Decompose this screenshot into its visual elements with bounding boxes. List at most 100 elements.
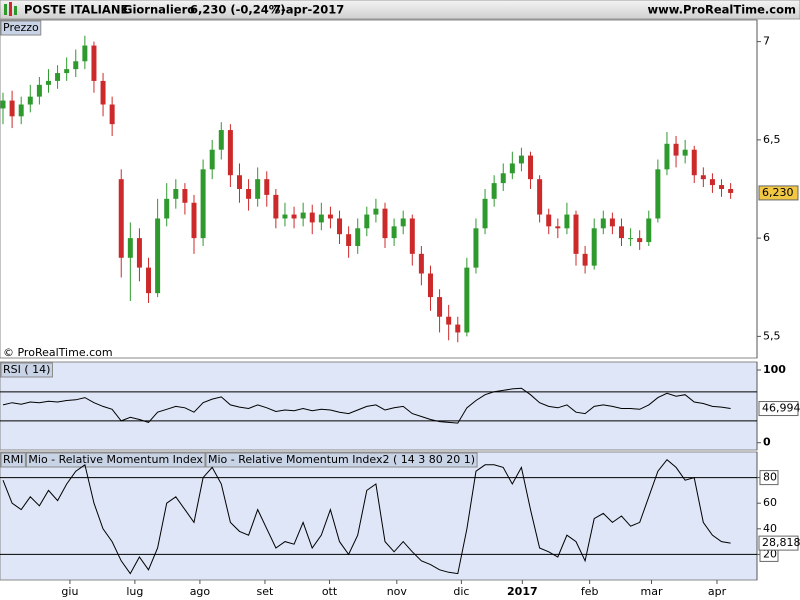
header-bar xyxy=(0,0,800,20)
x-tick-label: nov xyxy=(387,585,408,598)
candle-body xyxy=(400,218,406,227)
candle-body xyxy=(455,324,461,333)
candle-body xyxy=(509,163,515,174)
candle-body xyxy=(346,234,352,246)
candle-body xyxy=(573,214,579,254)
candle-body xyxy=(127,238,133,258)
candle-body xyxy=(491,183,497,199)
y-tick-label: 100 xyxy=(763,363,786,376)
candle-body xyxy=(528,155,534,180)
y-tick-label: 20 xyxy=(763,547,777,560)
x-tick-label: lug xyxy=(126,585,143,598)
candle-body xyxy=(673,143,679,156)
candle-body xyxy=(564,214,570,229)
x-tick-label: dic xyxy=(453,585,469,598)
candle-body xyxy=(136,238,142,268)
candle-body xyxy=(236,175,242,189)
candle-body xyxy=(555,226,561,229)
candle-body xyxy=(273,194,279,219)
candle-body xyxy=(64,69,70,74)
x-tick-label: ott xyxy=(322,585,338,598)
y-tick-label: 60 xyxy=(763,496,777,509)
candle-body xyxy=(73,61,79,70)
candle-body xyxy=(418,253,424,274)
candle-body xyxy=(100,80,106,105)
candle-body xyxy=(182,189,188,203)
candle-body xyxy=(27,96,33,105)
candle-body xyxy=(600,218,606,229)
last-value-label: 46,994 xyxy=(762,402,800,415)
candle-body xyxy=(409,218,415,254)
y-tick-label: 6 xyxy=(763,231,770,244)
panel-label: Mio - Relative Momentum Index xyxy=(28,453,203,466)
y-tick-label: 6,5 xyxy=(763,133,781,146)
candle-body xyxy=(155,218,161,294)
x-tick-label: set xyxy=(257,585,274,598)
panel-label: RSI ( 14) xyxy=(3,363,50,376)
candle-body xyxy=(655,169,661,219)
candle-body xyxy=(164,198,170,219)
last-value-label: 28,818 xyxy=(762,536,800,549)
y-tick-label: 80 xyxy=(763,471,777,484)
candle-body xyxy=(246,189,252,199)
panel-label-box xyxy=(0,20,42,36)
indicator-line xyxy=(2,458,731,575)
candle-body xyxy=(664,143,670,170)
app-icon xyxy=(4,2,17,16)
candle-body xyxy=(55,73,61,81)
panel-label-box xyxy=(0,362,53,378)
candle-body xyxy=(427,273,433,298)
last-value-box xyxy=(758,185,799,201)
x-tick-label: apr xyxy=(708,585,727,598)
indicator-line xyxy=(2,387,731,424)
candle-body xyxy=(327,214,333,219)
candle-body xyxy=(482,198,488,229)
candle-body xyxy=(537,179,543,215)
candle-body xyxy=(209,149,215,170)
candle-body xyxy=(709,179,715,186)
panel-label: Mio - Relative Momentum Index2 ( 14 3 80… xyxy=(208,453,475,466)
source: www.ProRealTime.com xyxy=(647,3,796,17)
x-tick-label: giu xyxy=(61,585,78,598)
panel-label-box xyxy=(0,452,26,468)
candle-body xyxy=(191,202,197,239)
candle-body xyxy=(391,226,397,239)
panel-label: RMI xyxy=(3,453,23,466)
candle-body xyxy=(682,149,688,156)
candle-body xyxy=(227,130,233,176)
x-tick-label: 2017 xyxy=(507,585,538,598)
date: 7-apr-2017 xyxy=(273,3,344,17)
candle-body xyxy=(464,267,470,333)
candle-body xyxy=(646,218,652,243)
x-tick-label: mar xyxy=(641,585,663,598)
candle-body xyxy=(36,84,42,97)
candle-body xyxy=(218,130,224,150)
candle-body xyxy=(691,149,697,176)
candle-body xyxy=(719,185,725,189)
period: Giornaliero xyxy=(123,3,195,17)
candle-body xyxy=(446,316,452,325)
candle-body xyxy=(282,214,288,219)
last-value-box xyxy=(758,535,799,551)
y-tick-label: 40 xyxy=(763,522,777,535)
candle-body xyxy=(109,104,115,125)
candle-body xyxy=(437,297,443,317)
instrument-name: POSTE ITALIANE xyxy=(24,3,128,17)
candle-body xyxy=(291,214,297,219)
quote: 6,230 (-0,24%) xyxy=(190,3,286,17)
watermark: © ProRealTime.com xyxy=(3,346,113,359)
panel-background xyxy=(0,19,758,359)
candle-body xyxy=(264,179,270,195)
candle-body xyxy=(82,45,88,62)
candle-body xyxy=(609,218,615,227)
candle-body xyxy=(9,100,15,117)
panel-label: Prezzo xyxy=(3,21,39,34)
candle-body xyxy=(146,267,152,294)
last-value-label: 6,230 xyxy=(762,186,794,199)
y-tick-label: 5,5 xyxy=(763,329,781,342)
candle-body xyxy=(628,238,634,240)
candle-body xyxy=(91,45,97,81)
candle-body xyxy=(337,218,343,235)
